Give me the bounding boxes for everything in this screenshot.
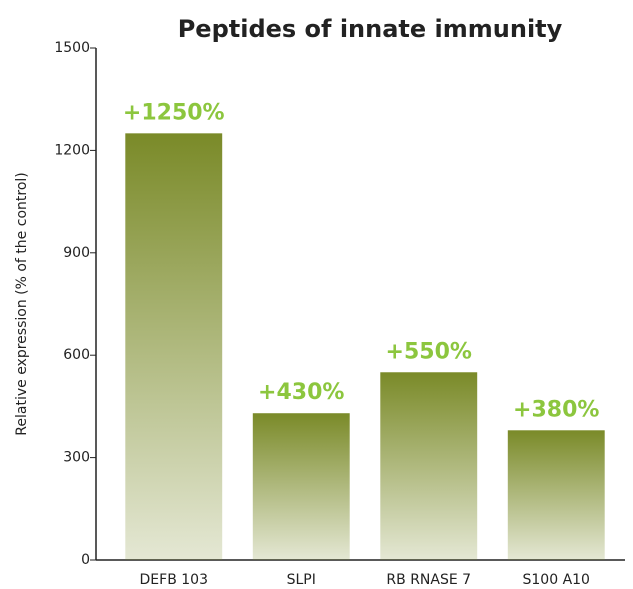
y-tick-label: 0 xyxy=(81,552,90,568)
y-tick-label: 900 xyxy=(63,245,90,261)
bar xyxy=(125,133,223,561)
x-tick-label: S100 A10 xyxy=(523,572,590,588)
value-label: +380% xyxy=(513,397,599,422)
value-label: +1250% xyxy=(123,100,225,125)
y-tick-label: 1200 xyxy=(54,142,90,158)
x-tick-label: SLPI xyxy=(287,572,316,588)
bar xyxy=(252,413,350,560)
bar xyxy=(507,430,605,560)
value-label: +550% xyxy=(386,339,472,364)
y-tick-label: 600 xyxy=(63,347,90,363)
value-label: +430% xyxy=(258,380,344,405)
x-tick-label: RB RNASE 7 xyxy=(386,572,471,588)
x-tick-label: DEFB 103 xyxy=(140,572,208,588)
y-tick-label: 1500 xyxy=(54,40,90,56)
chart-title: Peptides of innate immunity xyxy=(178,15,563,43)
bar xyxy=(380,372,478,560)
y-axis-label: Relative expression (% of the control) xyxy=(14,172,30,435)
y-tick-label: 300 xyxy=(63,450,90,466)
